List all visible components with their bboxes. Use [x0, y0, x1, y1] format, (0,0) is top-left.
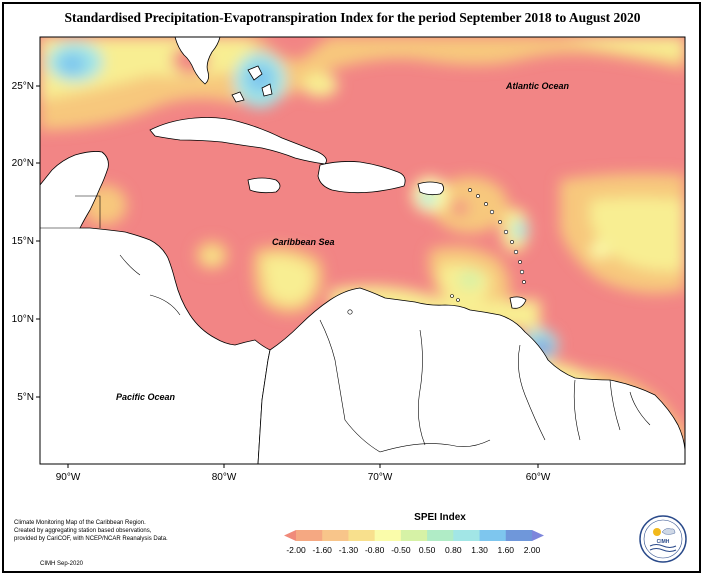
legend-tick-label: 1.60: [497, 545, 515, 555]
central-america: [40, 151, 271, 464]
south-america: [257, 287, 685, 464]
puerto-rico: [417, 181, 444, 196]
lesser-antilles: [347, 188, 526, 315]
credits-line: provided by CariCOF, with NCEP/NCAR Rean…: [14, 536, 168, 542]
lat-tick-label: 20°N: [12, 158, 34, 169]
legend-tick-labels: -2.00 -1.60 -1.30 -0.80 -0.50 0.50 0.80 1.30 1.6…: [286, 545, 550, 557]
map-border: [39, 36, 686, 465]
colorbar-segment: [427, 530, 454, 541]
legend-tick-label: 0.80: [445, 545, 462, 555]
legend-tick-label: 0.50: [418, 545, 436, 555]
colorbar-segment: [400, 530, 428, 541]
atlantic-ocean-label: Atlantic Ocean: [505, 81, 570, 91]
colorbar-segment: [532, 530, 544, 541]
lat-tick-label: 15°N: [12, 236, 34, 247]
colorbar-segment: [296, 530, 323, 541]
colorbar-segment: [348, 530, 376, 541]
lat-axis: 25°N 20°N 15°N 10°N 5°N: [12, 81, 40, 403]
lon-axis: 90°W 80°W 70°W 60°W: [56, 464, 551, 483]
legend-tick-label: 1.30: [471, 545, 488, 555]
colorbar-segment: [453, 530, 481, 541]
credits-line: Climate Monitoring Map of the Caribbean …: [14, 520, 146, 526]
lon-tick-label: 80°W: [212, 472, 237, 483]
land-masses: [40, 37, 685, 464]
lon-tick-label: 70°W: [368, 472, 393, 483]
lat-tick-label: 10°N: [12, 314, 34, 325]
colorbar-segment: [284, 530, 296, 541]
florida: [174, 37, 221, 85]
legend-tick-label: -2.00: [286, 545, 306, 555]
legend-tick-label: -1.60: [312, 545, 332, 555]
logo-text: CIMH: [657, 539, 670, 545]
bahamas: [231, 65, 273, 103]
credits-line: Created by aggregating station based obs…: [14, 528, 152, 534]
colorbar-segment: [374, 530, 402, 541]
lon-tick-label: 90°W: [56, 472, 81, 483]
credits: Climate Monitoring Map of the Caribbean …: [14, 519, 214, 543]
caribbean-sea-label: Caribbean Sea: [272, 237, 335, 247]
country-borders: [40, 195, 651, 453]
jamaica: [247, 177, 281, 194]
lon-tick-label: 60°W: [526, 472, 551, 483]
colorbar-segment: [322, 530, 349, 541]
legend-title: SPEI Index: [414, 512, 466, 523]
credits-stamp: CIMH Sep-2020: [40, 561, 84, 567]
trinidad: [509, 296, 527, 309]
map-title: Standardised Precipitation-Evapotranspir…: [64, 10, 641, 25]
cimh-globe-icon: CIMH: [639, 515, 687, 563]
legend-tick-label: -1.30: [338, 545, 359, 555]
colorbar-segment: [479, 530, 507, 541]
legend-tick-label: 2.00: [523, 545, 541, 555]
lat-tick-label: 25°N: [12, 81, 34, 92]
legend-tick-label: -0.80: [364, 545, 385, 555]
pacific-ocean-label: Pacific Ocean: [116, 392, 176, 402]
lat-tick-label: 5°N: [17, 392, 34, 403]
hispaniola: [317, 161, 406, 194]
sun-icon: [653, 528, 661, 536]
colorbar-segment: [505, 530, 533, 541]
legend-tick-label: -0.50: [391, 545, 411, 555]
spei-colorbar: [284, 530, 544, 541]
cloud-icon: [661, 528, 676, 535]
